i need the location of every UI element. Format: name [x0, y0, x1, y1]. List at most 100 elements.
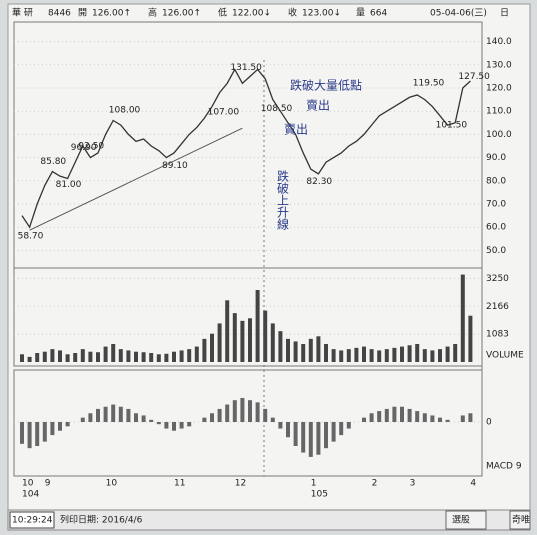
- bar: [400, 406, 404, 422]
- bar: [111, 344, 116, 362]
- y-tick-label: 130.0: [486, 60, 512, 70]
- header: 華 研 8446 開 126.00↑ 高 126.00↑ 低 122.00↓ 收…: [12, 7, 509, 19]
- y-tick-label: 1083: [486, 330, 509, 340]
- bar: [369, 413, 374, 422]
- y-tick-label: 70.0: [486, 200, 506, 210]
- high: 126.00↑: [162, 9, 201, 19]
- open-label: 開: [78, 8, 87, 19]
- bar: [126, 408, 131, 422]
- time: 10:29:24: [12, 516, 53, 526]
- handwritten-note: 跌破上升線: [276, 169, 290, 230]
- bar: [202, 338, 207, 362]
- x-tick-label: 10: [106, 479, 118, 489]
- period: 日: [500, 8, 509, 19]
- price-label: 96.90: [71, 143, 97, 153]
- bar: [103, 406, 108, 422]
- bar: [316, 336, 321, 362]
- bar: [141, 352, 146, 362]
- bar: [255, 290, 260, 362]
- volume-label: 量: [356, 8, 365, 19]
- low: 122.00↓: [232, 9, 271, 19]
- legend: MACD 9: [486, 462, 522, 472]
- button[interactable]: [509, 510, 531, 530]
- bar: [80, 417, 85, 422]
- x-tick-label: 3: [410, 479, 416, 489]
- close: 123.00↓: [302, 9, 341, 19]
- bar: [194, 346, 199, 362]
- bar: [187, 349, 192, 362]
- price-label: 92.50: [78, 141, 104, 151]
- bar: [278, 331, 283, 362]
- button-label[interactable]: 奇唯: [512, 514, 530, 526]
- open: 126.00↑: [92, 9, 131, 19]
- x-tick-label: 2: [372, 479, 378, 489]
- price-label: 107.00: [208, 108, 240, 118]
- bar: [134, 413, 138, 422]
- x-tick-label: 11: [174, 479, 185, 489]
- bar: [248, 318, 252, 362]
- bar: [445, 419, 450, 422]
- bar: [293, 422, 298, 446]
- bar: [286, 422, 290, 438]
- date: 05-04-06(三): [430, 9, 487, 19]
- price-label: 89.10: [162, 161, 188, 171]
- bar: [103, 346, 108, 362]
- bar: [111, 404, 116, 422]
- bar: [80, 349, 85, 362]
- bar: [210, 413, 214, 422]
- high-label: 高: [148, 7, 157, 19]
- bar: [339, 350, 344, 362]
- price-label: 101.50: [436, 120, 468, 130]
- bar: [58, 350, 62, 362]
- bar: [88, 413, 93, 422]
- bar: [240, 320, 245, 362]
- x-tick-label: 10: [22, 479, 34, 489]
- price-label: 82.30: [306, 177, 332, 187]
- bar: [35, 422, 40, 446]
- trend-line: [29, 127, 243, 231]
- bar: [369, 349, 374, 362]
- year-label: 105: [311, 490, 328, 500]
- price-label: 108.00: [109, 105, 141, 115]
- bar: [202, 417, 207, 422]
- handwritten-note: 賣出: [284, 122, 308, 137]
- bar: [430, 415, 435, 422]
- bar: [27, 422, 32, 449]
- bar: [308, 338, 313, 362]
- y-tick-label: 80.0: [486, 176, 506, 186]
- bar: [179, 350, 184, 362]
- bar: [156, 422, 161, 425]
- bar: [149, 353, 154, 362]
- x-tick-label: 9: [45, 479, 51, 489]
- price-label: 119.50: [413, 79, 445, 89]
- y-tick-label: 100.0: [486, 130, 512, 140]
- bar: [179, 422, 184, 429]
- bar: [377, 350, 382, 362]
- x-tick-label: 12: [235, 479, 246, 489]
- bar: [187, 422, 192, 427]
- button-label[interactable]: 選股: [452, 515, 470, 526]
- bar: [225, 404, 230, 422]
- bar: [42, 351, 47, 362]
- bar: [453, 344, 458, 362]
- low-label: 低: [218, 7, 227, 19]
- price-line: [21, 68, 471, 229]
- bar: [164, 422, 169, 429]
- bar: [58, 422, 62, 431]
- x-tick-label: 4: [470, 479, 476, 489]
- bar: [232, 313, 237, 362]
- x-tick-label: 1: [311, 479, 317, 489]
- bar: [468, 413, 473, 422]
- bar: [293, 341, 298, 362]
- bar: [346, 349, 351, 362]
- print-date: 列印日期: 2016/4/6: [60, 514, 143, 526]
- y-tick-label: 2166: [486, 302, 509, 312]
- bar: [20, 422, 24, 444]
- volume: 664: [370, 9, 387, 19]
- button[interactable]: [445, 510, 487, 530]
- bar: [217, 323, 222, 362]
- price-label: 81.00: [56, 180, 82, 190]
- bar: [430, 350, 435, 362]
